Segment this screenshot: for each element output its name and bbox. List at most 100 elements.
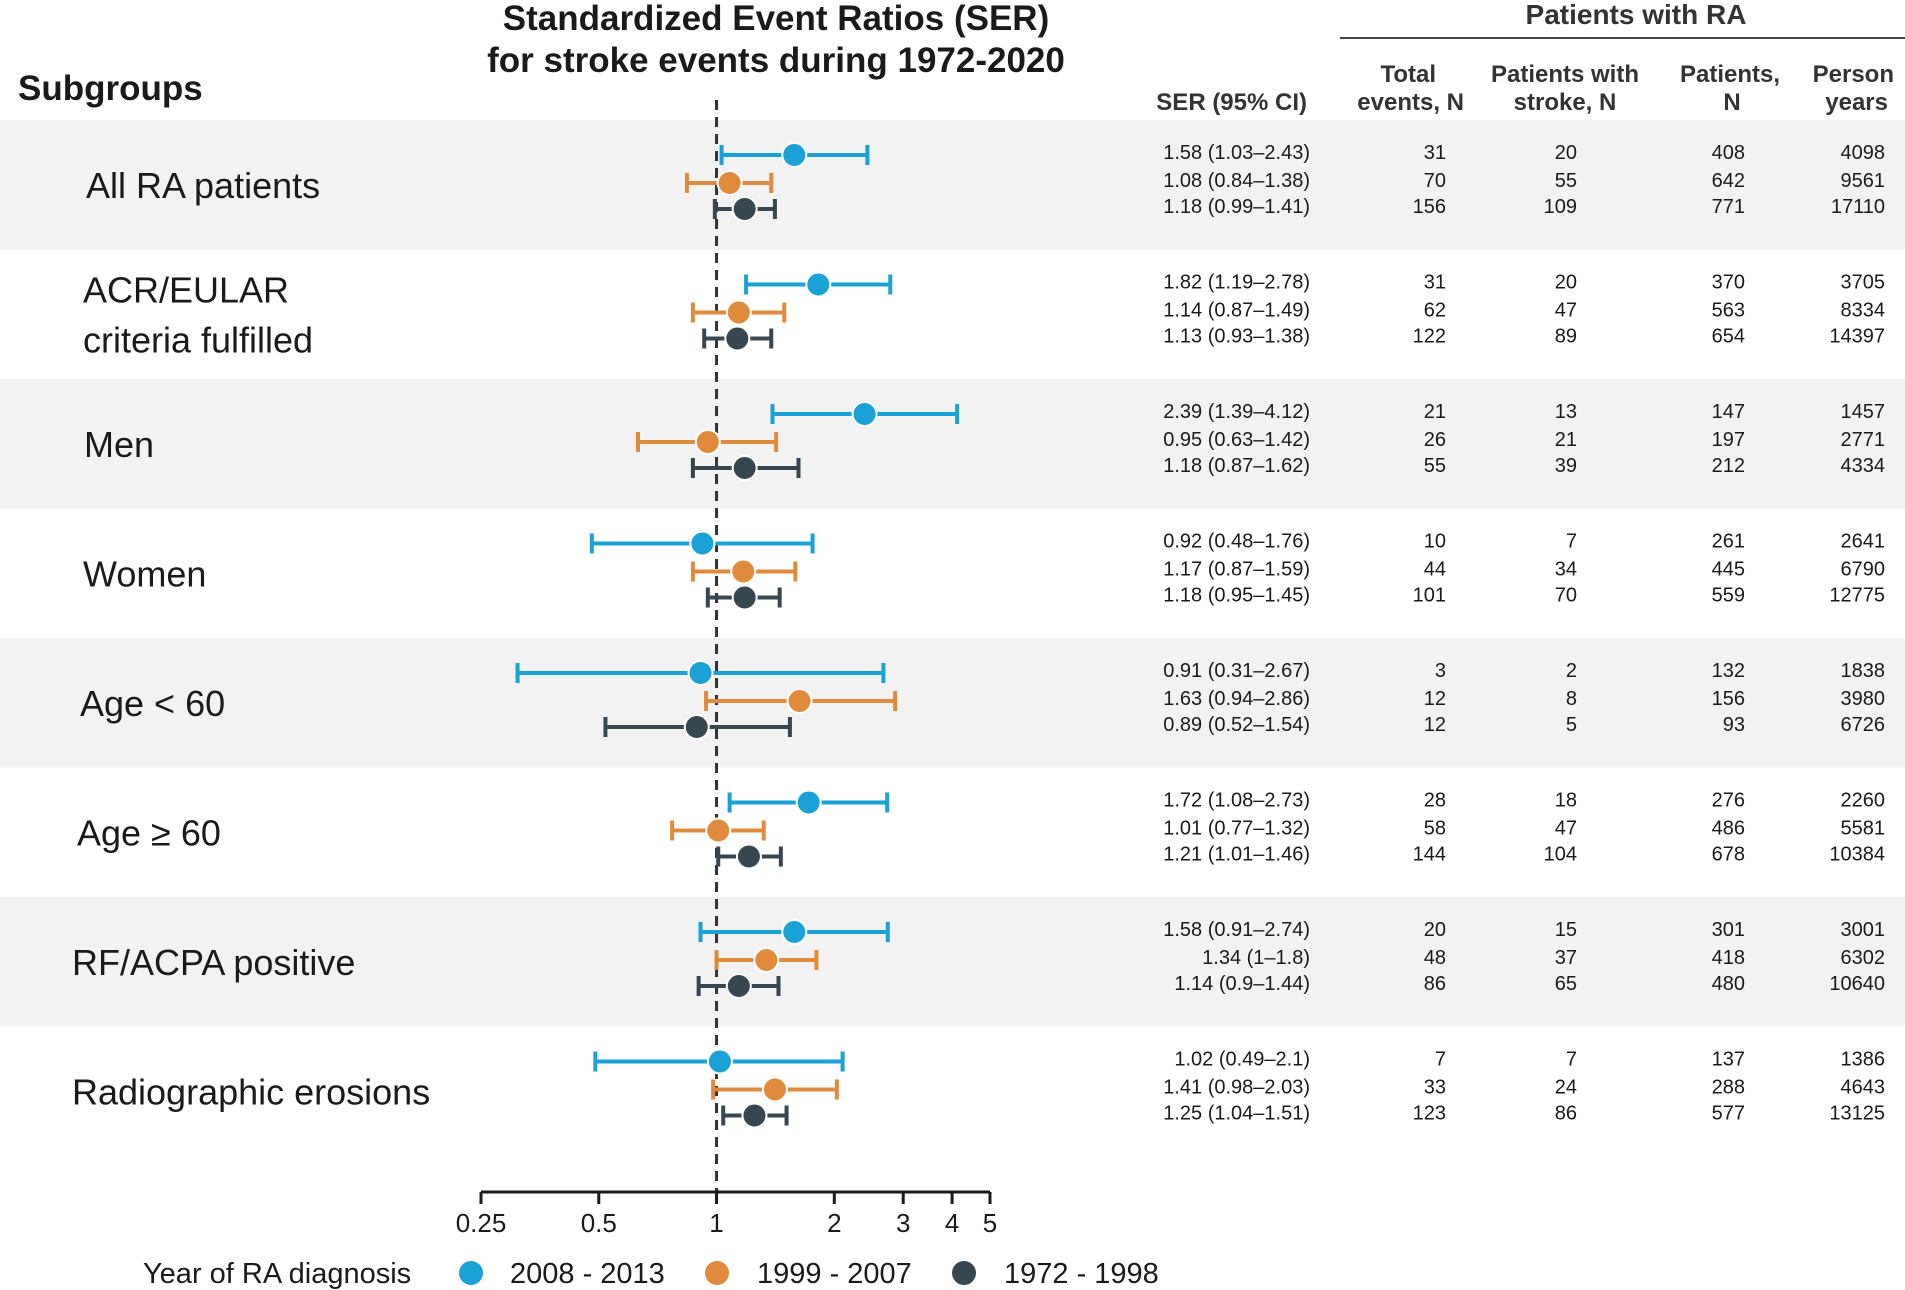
point-acr-eular-criteria-fulfilled-2008-2013: [805, 271, 832, 298]
cell-total-events: 33: [1424, 1077, 1446, 1099]
subgroup-labels: All RA patients ACR/EULAR criteria fulfill…: [72, 165, 430, 1113]
x-tick-label-0-25: 0.25: [456, 1208, 507, 1238]
subgroup-label-acr-eular-criteria-fulfilled-1: ACR/EULAR: [83, 269, 289, 310]
patients-with-ra-heading: Patients with RA: [1526, 0, 1747, 30]
cell-total-events: 10: [1424, 531, 1446, 553]
cell-person-years: 3980: [1841, 688, 1886, 710]
cell-person-years: 4643: [1841, 1077, 1886, 1099]
cell-ser: 1.02 (0.49–2.1): [1174, 1049, 1310, 1071]
subgroup-label-all-ra-patients: All RA patients: [86, 165, 320, 206]
cell-patients: 418: [1712, 947, 1745, 969]
cell-ser: 1.41 (0.98–2.03): [1163, 1077, 1310, 1099]
cell-stroke: 7: [1566, 531, 1577, 553]
cell-stroke: 89: [1555, 326, 1577, 348]
x-tick-label-5: 5: [983, 1208, 997, 1238]
chart-title-line1: Standardized Event Ratios (SER): [503, 0, 1049, 38]
cell-patients: 288: [1712, 1077, 1745, 1099]
cell-stroke: 2: [1566, 660, 1577, 682]
cell-patients: 261: [1712, 531, 1745, 553]
cell-person-years: 10384: [1829, 844, 1885, 866]
cell-patients: 654: [1712, 326, 1745, 348]
cell-total-events: 55: [1424, 455, 1446, 477]
point-radiographic-erosions-1972-1998: [741, 1102, 768, 1129]
legend-label-1999-2007: 1999 - 2007: [757, 1258, 912, 1290]
cell-person-years: 6302: [1841, 947, 1886, 969]
point-all-ra-patients-2008-2013: [781, 142, 808, 168]
group-bands: [0, 120, 1905, 1027]
cell-ser: 2.39 (1.39–4.12): [1163, 401, 1310, 423]
cell-stroke: 21: [1555, 429, 1577, 451]
cell-stroke: 70: [1555, 585, 1577, 607]
cell-stroke: 47: [1555, 818, 1577, 840]
cell-person-years: 17110: [1831, 196, 1885, 218]
cell-person-years: 13125: [1829, 1103, 1885, 1125]
cell-patients: 642: [1712, 170, 1745, 192]
cell-stroke: 86: [1555, 1103, 1577, 1125]
point-age-60-2008-2013: [795, 789, 822, 816]
cell-person-years: 8334: [1841, 300, 1886, 322]
cell-total-events: 12: [1424, 714, 1446, 736]
cell-stroke: 15: [1555, 919, 1577, 941]
point-radiographic-erosions-2008-2013: [706, 1048, 733, 1075]
cell-patients: 445: [1712, 559, 1745, 581]
cell-patients: 771: [1712, 196, 1745, 218]
legend-marker-1999-2007: [705, 1261, 729, 1285]
cell-patients: 137: [1712, 1049, 1745, 1071]
point-men-1972-1998: [731, 455, 758, 481]
cell-patients: 486: [1712, 818, 1745, 840]
cell-stroke: 5: [1566, 714, 1577, 736]
subgroup-label-radiographic-erosions: Radiographic erosions: [72, 1071, 430, 1112]
cell-ser: 1.58 (1.03–2.43): [1163, 142, 1310, 164]
data-table: 1.58 (1.03–2.43) 31 20 408 4098 1.08 (0.84–1.…: [1163, 142, 1885, 1125]
cell-total-events: 3: [1435, 660, 1446, 682]
point-all-ra-patients-1972-1998: [731, 196, 758, 222]
cell-person-years: 4334: [1841, 455, 1886, 477]
cell-ser: 1.13 (0.93–1.38): [1163, 326, 1310, 348]
cell-ser: 1.34 (1–1.8): [1202, 947, 1310, 969]
cell-patients: 577: [1712, 1103, 1745, 1125]
cell-total-events: 31: [1424, 272, 1446, 294]
cell-total-events: 7: [1435, 1049, 1446, 1071]
cell-stroke: 8: [1566, 688, 1577, 710]
cell-person-years: 4098: [1841, 142, 1886, 164]
cell-total-events: 123: [1413, 1103, 1446, 1125]
cell-patients: 480: [1712, 973, 1745, 995]
point-all-ra-patients-1999-2007: [716, 170, 743, 196]
cell-person-years: 6790: [1841, 559, 1886, 581]
point-women-1999-2007: [730, 558, 757, 585]
point-rf-acpa-positive-1999-2007: [753, 947, 780, 973]
point-age-60-2008-2013: [687, 660, 714, 686]
col-header-stroke-1: Patients with: [1491, 61, 1639, 88]
cell-ser: 1.63 (0.94–2.86): [1163, 688, 1310, 710]
cell-stroke: 47: [1555, 300, 1577, 322]
point-acr-eular-criteria-fulfilled-1999-2007: [725, 299, 752, 326]
cell-patients: 147: [1712, 401, 1745, 423]
cell-stroke: 18: [1555, 790, 1577, 812]
cell-stroke: 7: [1566, 1049, 1577, 1071]
cell-stroke: 104: [1544, 844, 1577, 866]
col-header-total-events-1: Total: [1380, 61, 1436, 88]
cell-patients: 156: [1712, 688, 1745, 710]
cell-person-years: 2641: [1841, 531, 1886, 553]
cell-patients: 197: [1712, 429, 1745, 451]
cell-ser: 1.14 (0.9–1.44): [1174, 973, 1310, 995]
cell-ser: 1.01 (0.77–1.32): [1163, 818, 1310, 840]
cell-total-events: 12: [1424, 688, 1446, 710]
legend-title: Year of RA diagnosis: [143, 1258, 411, 1290]
col-header-person-years-1: Person: [1813, 61, 1894, 88]
point-estimates: [683, 142, 878, 1129]
subgroup-label-acr-eular-criteria-fulfilled-2: criteria fulfilled: [83, 319, 313, 360]
cell-ser: 1.25 (1.04–1.51): [1163, 1103, 1310, 1125]
cell-total-events: 44: [1424, 559, 1446, 581]
cell-person-years: 1457: [1841, 401, 1886, 423]
point-rf-acpa-positive-2008-2013: [781, 919, 808, 945]
subgroup-label-age-60: Age < 60: [80, 683, 225, 724]
point-men-1999-2007: [694, 429, 721, 455]
point-radiographic-erosions-1999-2007: [761, 1076, 788, 1103]
cell-patients: 563: [1712, 300, 1745, 322]
cell-patients: 132: [1712, 660, 1745, 682]
subgroup-label-women: Women: [83, 553, 206, 594]
cell-total-events: 26: [1424, 429, 1446, 451]
cell-total-events: 31: [1424, 142, 1446, 164]
